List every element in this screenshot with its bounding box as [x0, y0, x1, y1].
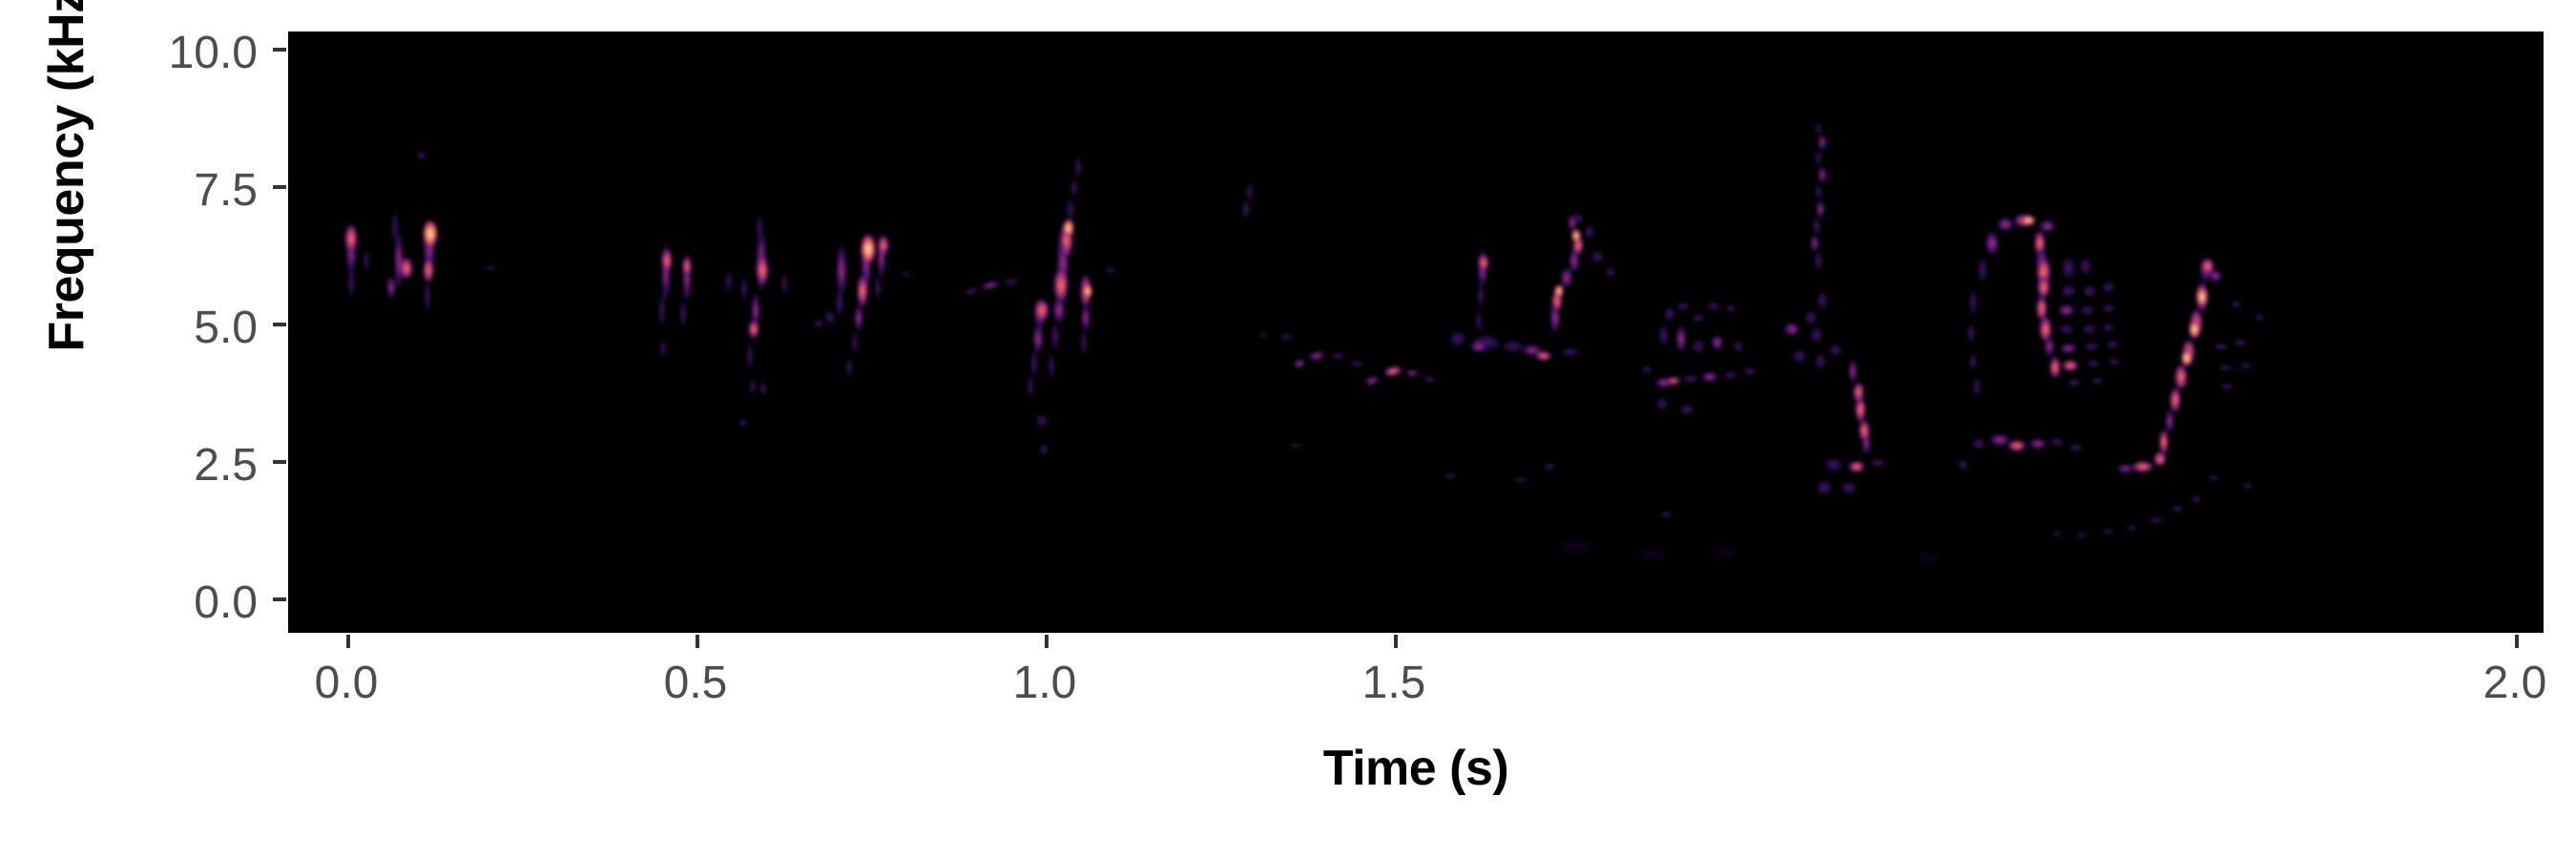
syllable-cluster-9: [2050, 257, 2265, 538]
syllable-cluster-5: [1241, 180, 1437, 449]
y-tick-label-2-5: 2.5: [194, 440, 258, 491]
low-frequency-residue: [1551, 543, 1944, 562]
syllable-cluster-7: [1641, 121, 1887, 517]
y-tick-mark-10: [273, 48, 286, 52]
x-axis-title: Time (s): [1322, 741, 1509, 796]
x-tick-mark-0-5: [696, 635, 699, 648]
syllable-cluster-2: [658, 211, 788, 428]
x-tick-mark-0: [346, 635, 350, 648]
syllable-cluster-4: [962, 154, 1118, 457]
y-tick-label-7-5: 7.5: [194, 165, 258, 216]
y-axis-title: Frequency (kHz): [39, 0, 94, 352]
y-tick-mark-5: [273, 323, 286, 326]
x-tick-mark-1-5: [1394, 635, 1398, 648]
x-tick-label-0-5: 0.5: [663, 658, 728, 708]
panel-background: [288, 31, 2544, 633]
spectrogram-canvas: [288, 31, 2544, 633]
x-tick-mark-1: [1045, 635, 1049, 648]
y-tick-label-5: 5.0: [194, 303, 258, 353]
x-tick-label-1-5: 1.5: [1361, 658, 1426, 708]
x-tick-label-1: 1.0: [1012, 658, 1077, 708]
syllable-cluster-6: [1442, 213, 1617, 483]
syllable-cluster-8: [1957, 214, 2122, 471]
syllable-cluster-1: [344, 151, 499, 316]
y-tick-label-10: 10.0: [168, 28, 258, 78]
syllable-cluster-3: [813, 230, 915, 379]
x-tick-mark-2: [2515, 635, 2519, 648]
spectrogram-panel: [288, 31, 2544, 633]
x-tick-label-0: 0.0: [314, 658, 379, 708]
y-tick-mark-7-5: [273, 185, 286, 189]
y-tick-mark-2-5: [273, 460, 286, 464]
y-tick-label-0: 0.0: [194, 577, 258, 628]
x-tick-label-2: 2.0: [2483, 658, 2547, 708]
y-tick-mark-0: [273, 597, 286, 601]
